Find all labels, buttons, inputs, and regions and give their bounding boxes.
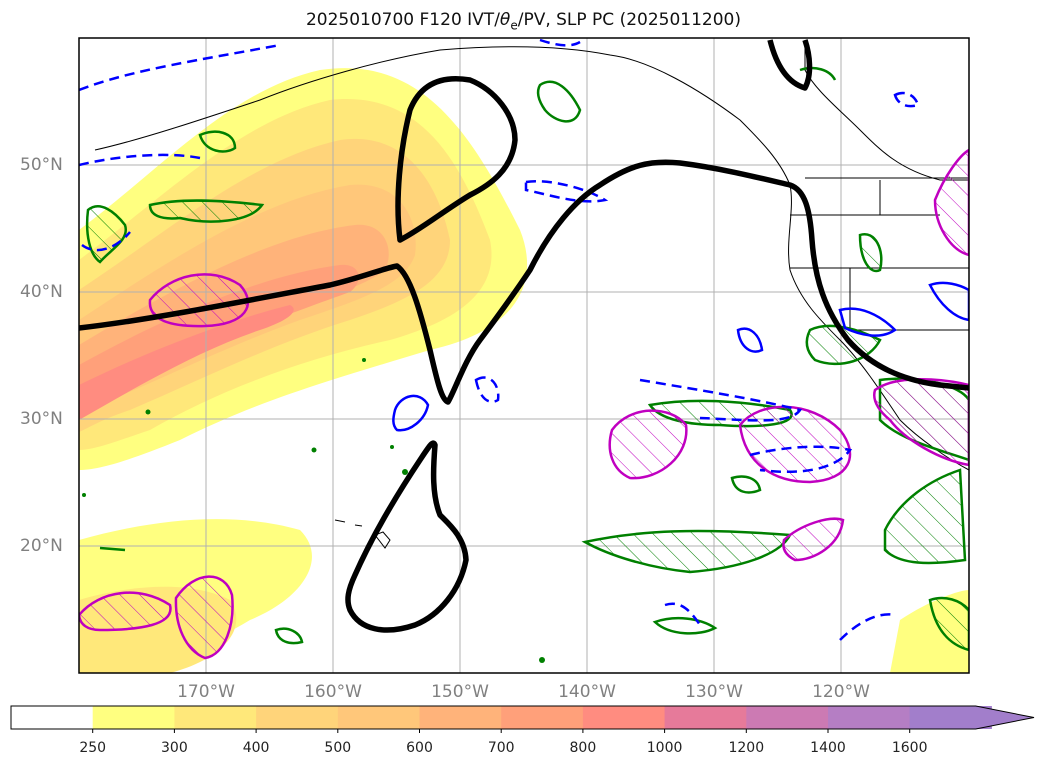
colorbar-segment <box>419 706 502 729</box>
blue-solid-contours <box>392 281 969 432</box>
colorbar-label: 1200 <box>728 740 765 756</box>
colorbar-label: 400 <box>242 740 270 756</box>
slp-pc-contours <box>79 39 969 633</box>
colorbar-label: 600 <box>406 740 433 756</box>
colorbar-label: 300 <box>161 740 188 756</box>
blue-dashed-contours <box>79 38 920 641</box>
lat-label-40n: 40°N <box>20 282 63 302</box>
lat-label-20n: 20°N <box>20 536 63 556</box>
colorbar-label: 500 <box>324 740 352 756</box>
green-specks <box>82 358 545 663</box>
lon-label-120w: 120°W <box>812 682 870 702</box>
lon-label-150w: 150°W <box>431 682 489 702</box>
colorbar-segment <box>11 706 94 729</box>
colorbar-segment <box>746 706 829 729</box>
colorbar-label: 800 <box>569 740 597 756</box>
pv-contours <box>79 148 969 660</box>
ivt-shading <box>79 68 969 673</box>
lon-label-170w: 170°W <box>177 682 235 702</box>
colorbar-segment <box>828 706 911 729</box>
chart-title: 2025010700 F120 IVT/θe/PV, SLP PC (20250… <box>305 10 742 33</box>
colorbar-segment <box>501 706 584 729</box>
colorbar-segment <box>337 706 420 729</box>
colorbar <box>10 705 1035 733</box>
colorbar-outline <box>10 705 1035 730</box>
lat-label-50n: 50°N <box>20 155 63 175</box>
colorbar-label: 250 <box>79 740 107 756</box>
colorbar-extend-arrow <box>909 706 1034 729</box>
colorbar-segment <box>256 706 339 729</box>
lon-label-130w: 130°W <box>685 682 743 702</box>
colorbar-segment <box>582 706 666 729</box>
colorbar-label: 1000 <box>646 740 683 756</box>
colorbar-label: 1600 <box>891 740 928 756</box>
colorbar-label: 700 <box>487 740 515 756</box>
map-frame <box>78 37 970 674</box>
colorbar-segment <box>92 706 175 729</box>
lon-label-160w: 160°W <box>304 682 362 702</box>
lat-label-30n: 30°N <box>20 409 63 429</box>
colorbar-segment <box>174 706 257 729</box>
colorbar-label: 1400 <box>810 740 846 756</box>
lon-label-140w: 140°W <box>558 682 616 702</box>
map-area <box>79 38 969 673</box>
colorbar-segment <box>664 706 747 729</box>
